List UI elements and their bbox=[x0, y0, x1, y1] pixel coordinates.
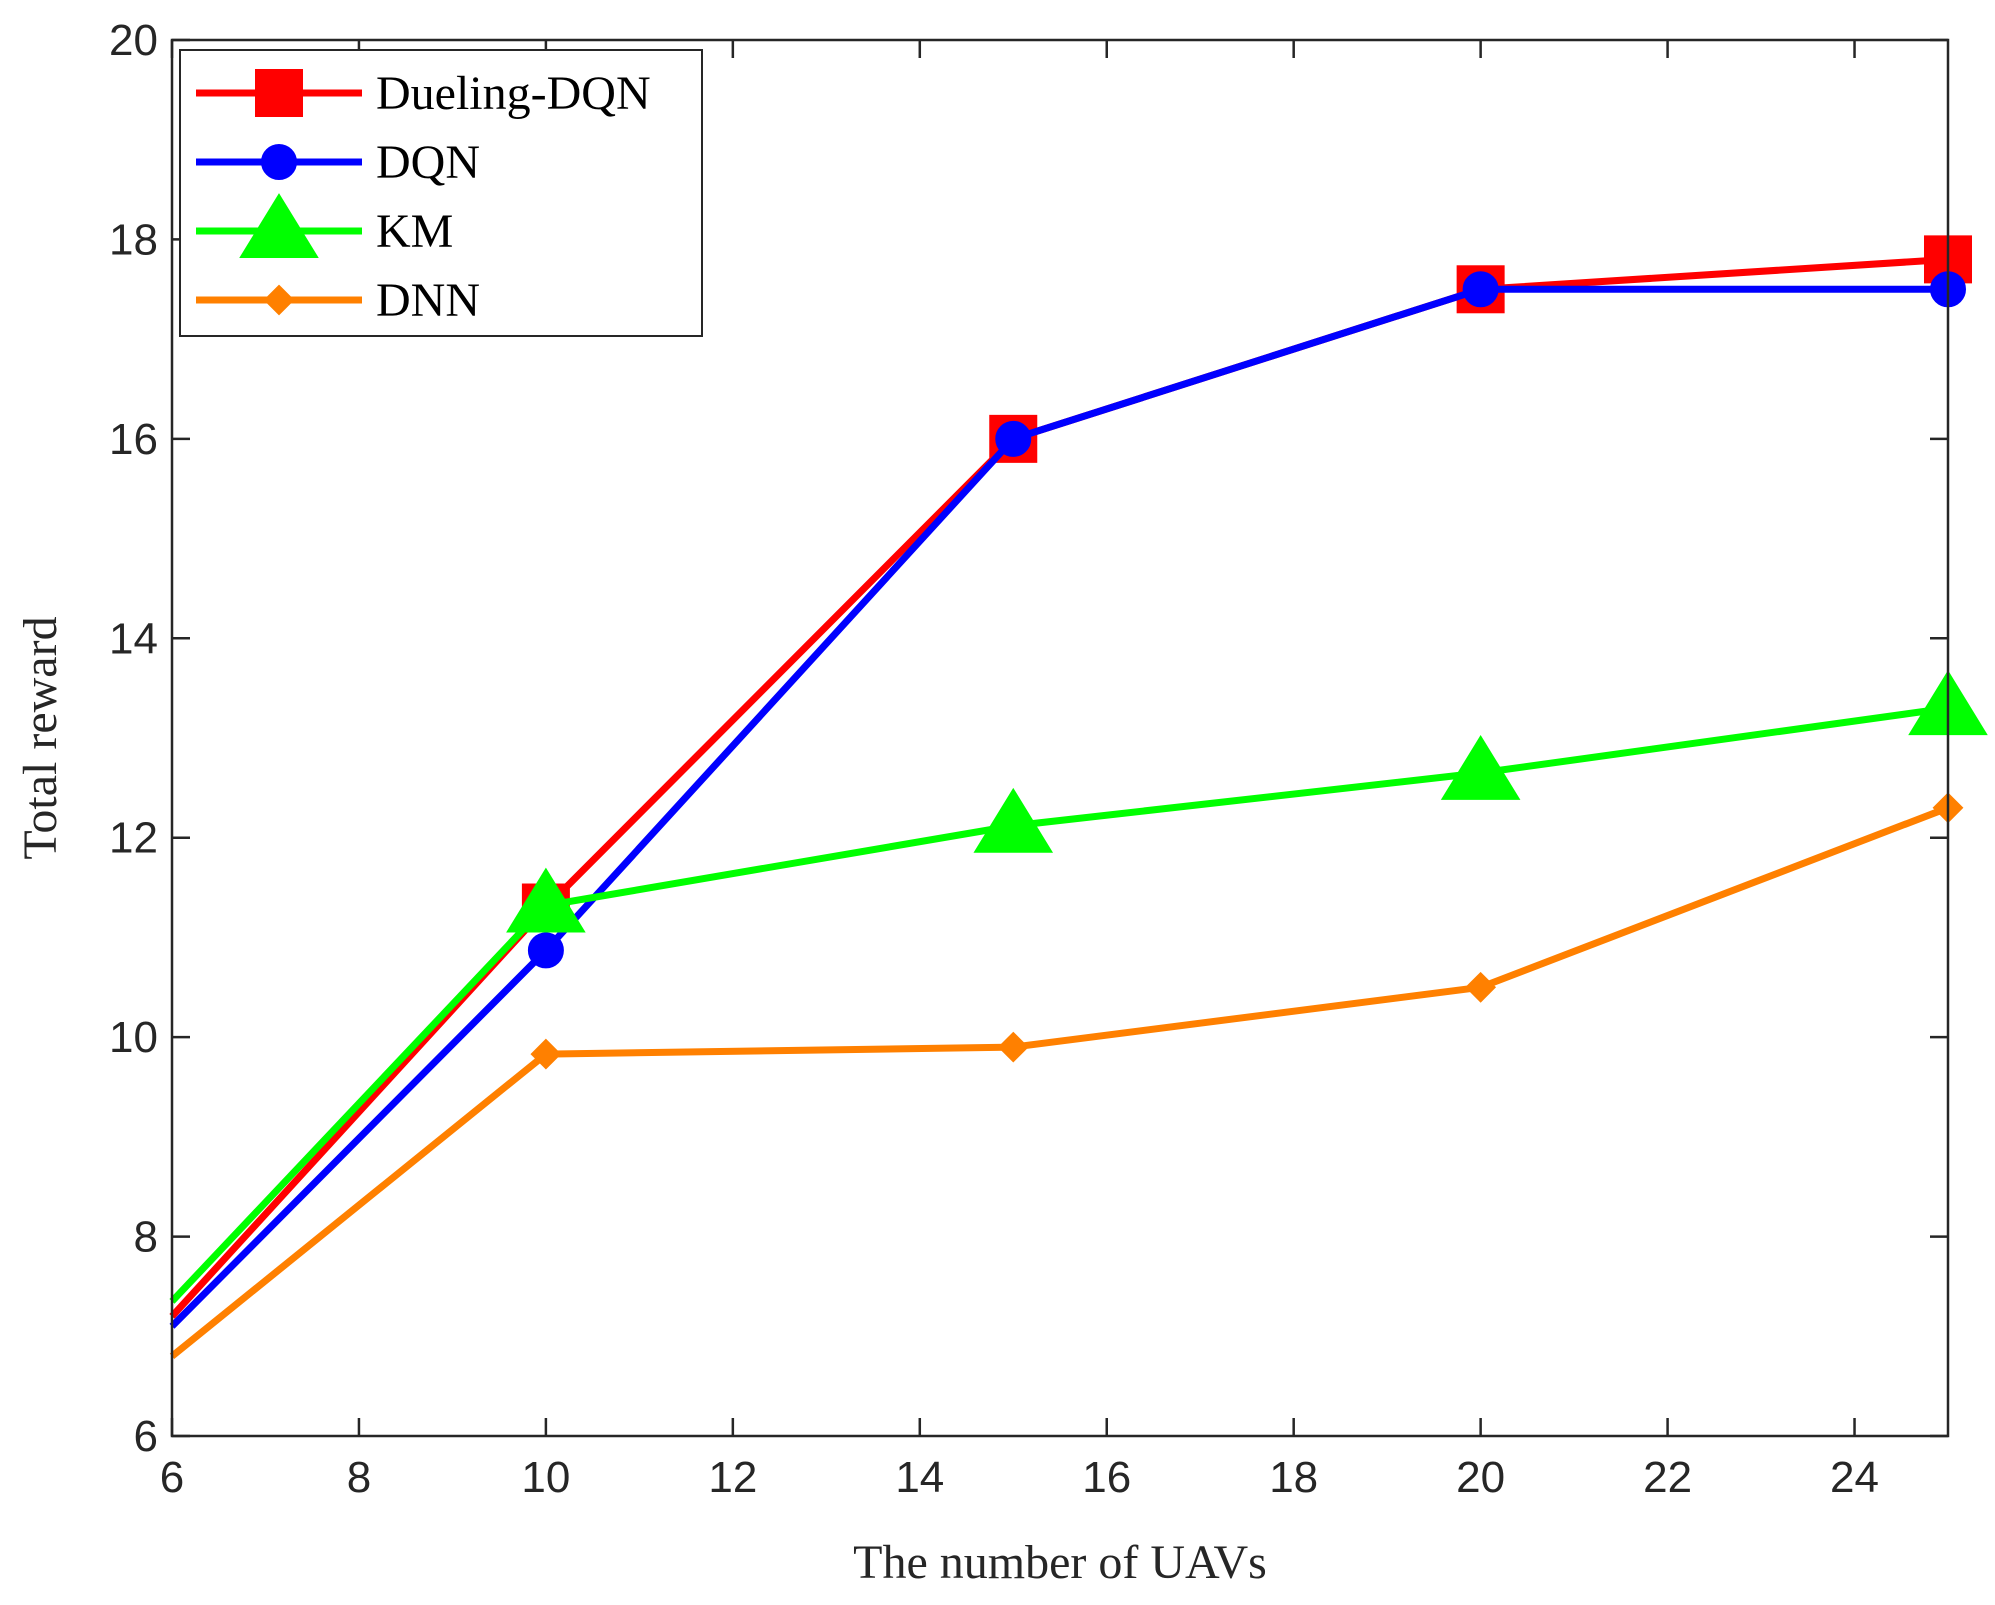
x-axis-title: The number of UAVs bbox=[853, 1536, 1267, 1589]
data-point bbox=[527, 932, 564, 969]
data-point bbox=[997, 1031, 1029, 1063]
legend-label: DNN bbox=[376, 274, 480, 327]
y-tick-label: 20 bbox=[109, 16, 158, 65]
y-tick-label: 10 bbox=[109, 1013, 158, 1062]
y-tick-label: 18 bbox=[109, 215, 158, 264]
series-km bbox=[169, 670, 1988, 1304]
plot-frame bbox=[170, 38, 1950, 1438]
series-layer bbox=[169, 235, 1988, 1359]
x-tick-label: 14 bbox=[895, 1453, 944, 1502]
y-axis-title: Total reward bbox=[14, 616, 67, 859]
labels-layer: 6 8 10 12 14 16 18 20 22 24 6 8 10 12 14 16 18 20 bbox=[109, 16, 1879, 1502]
data-point bbox=[530, 1038, 562, 1070]
data-point bbox=[1440, 734, 1521, 800]
data-point bbox=[995, 420, 1032, 457]
x-tick-label: 22 bbox=[1643, 1453, 1692, 1502]
y-tick-label: 14 bbox=[109, 614, 158, 663]
legend-label: DQN bbox=[376, 136, 480, 189]
legend-marker bbox=[261, 144, 297, 180]
data-point bbox=[506, 867, 586, 933]
y-tick-label: 6 bbox=[134, 1412, 158, 1461]
series-dnn bbox=[169, 792, 1964, 1359]
x-tick-label: 16 bbox=[1082, 1453, 1131, 1502]
x-tick-label: 10 bbox=[521, 1453, 570, 1502]
data-point bbox=[973, 787, 1054, 853]
x-tick-label: 18 bbox=[1269, 1453, 1318, 1502]
legend: Dueling-DQN DQN KM DNN bbox=[179, 49, 703, 337]
y-tick-label: 12 bbox=[109, 814, 158, 863]
legend-marker bbox=[263, 284, 295, 316]
data-point bbox=[1465, 971, 1497, 1003]
legend-marker bbox=[255, 69, 303, 117]
x-tick-label: 12 bbox=[708, 1453, 757, 1502]
data-point bbox=[1462, 271, 1499, 308]
legend-label: Dueling-DQN bbox=[376, 67, 651, 120]
legend-label: KM bbox=[376, 205, 453, 258]
y-tick-label: 16 bbox=[109, 415, 158, 464]
x-tick-label: 8 bbox=[347, 1453, 371, 1502]
x-tick-label: 24 bbox=[1830, 1453, 1879, 1502]
y-tick-label: 8 bbox=[134, 1213, 158, 1262]
x-tick-label: 20 bbox=[1456, 1453, 1505, 1502]
legend-marker bbox=[239, 193, 319, 258]
x-tick-label: 6 bbox=[160, 1453, 184, 1502]
